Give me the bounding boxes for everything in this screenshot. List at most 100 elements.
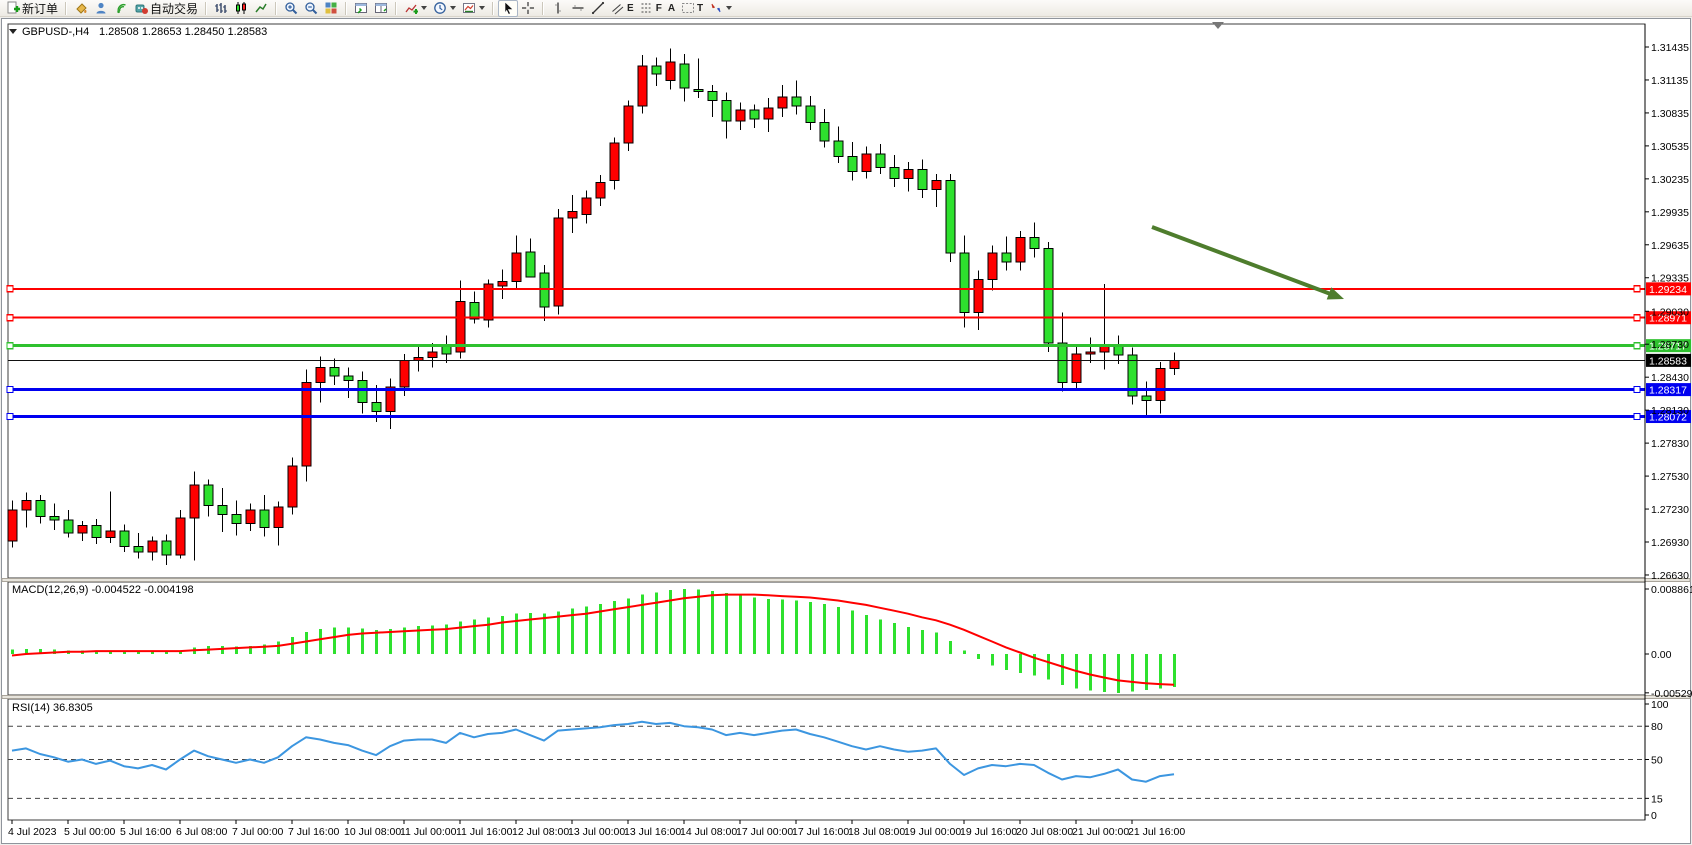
bar-chart-button[interactable] <box>211 0 231 17</box>
macd-histogram-bar <box>865 615 868 654</box>
line-drag-handle[interactable] <box>6 285 14 293</box>
zoom-out-button[interactable] <box>301 0 321 17</box>
toolbar-separator <box>345 1 348 15</box>
bucket-icon <box>76 3 87 14</box>
time-axis-label: 7 Jul 16:00 <box>288 826 340 838</box>
auto-arrange-button[interactable] <box>371 0 391 17</box>
horizontal-line-button[interactable] <box>568 0 588 17</box>
toolbar-separator <box>275 1 278 15</box>
macd-histogram-bar <box>851 610 854 654</box>
macd-histogram-bar <box>263 644 266 654</box>
macd-histogram-bar <box>1047 654 1050 680</box>
zoom-out-icon <box>305 2 318 15</box>
candle-down <box>833 140 844 157</box>
macd-histogram-bar <box>683 589 686 654</box>
macd-histogram-bar <box>473 619 476 654</box>
symbol-dropdown-icon[interactable] <box>9 29 17 34</box>
line-drag-handle[interactable] <box>1633 386 1641 394</box>
vertical-line-button[interactable] <box>548 0 568 17</box>
templates-button[interactable] <box>459 0 488 17</box>
time-axis-label: 4 Jul 2023 <box>8 826 57 838</box>
macd-histogram-bar <box>1117 654 1120 693</box>
chart-title-ohlc: 1.28508 1.28653 1.28450 1.28583 <box>99 26 267 38</box>
rsi-axis-tick: 0 <box>1651 810 1657 822</box>
fibo-icon <box>641 3 651 13</box>
profile-button[interactable] <box>91 0 111 17</box>
price-axis-tick: 1.27230 <box>1651 504 1689 516</box>
candlestick-series <box>7 48 1180 566</box>
price-axis-tick: 1.31435 <box>1651 42 1689 54</box>
price-axis[interactable]: 1.29234 1.28971 1.28717 1.28583 1.28317 1.280… <box>1644 24 1692 822</box>
horizontal-line-objects[interactable] <box>6 285 1645 421</box>
candle-up <box>903 169 914 179</box>
price-line-label-text: 1.28971 <box>1649 313 1687 325</box>
trend-arrow-annotation[interactable] <box>1151 225 1344 300</box>
cursor-icon <box>504 1 514 15</box>
line-drag-handle[interactable] <box>1633 412 1641 421</box>
macd-indicator-pane-content <box>11 589 1176 693</box>
price-axis-tick: 1.29030 <box>1651 306 1689 318</box>
text-button[interactable]: A <box>665 0 678 17</box>
candle-down <box>791 96 802 107</box>
time-axis-label: 17 Jul 16:00 <box>792 826 849 838</box>
text-label-button[interactable]: T <box>678 0 706 17</box>
line-drag-handle[interactable] <box>6 342 14 350</box>
signals-button[interactable] <box>111 0 131 17</box>
candle-down <box>875 153 886 168</box>
indicators-button[interactable] <box>401 0 430 17</box>
crosshair-button[interactable] <box>518 0 538 17</box>
price-axis-tick: 1.28730 <box>1651 339 1689 351</box>
price-line-label <box>1646 311 1691 325</box>
fibonacci-button[interactable]: F <box>637 0 665 17</box>
arrow-head <box>1326 287 1344 300</box>
line-drag-handle[interactable] <box>1633 314 1641 322</box>
equidistant-channel-button[interactable]: E <box>608 0 637 17</box>
macd-histogram-bar <box>977 654 980 660</box>
candle-down <box>371 401 382 412</box>
macd-axis-tick: 0.008861 <box>1651 584 1692 596</box>
trendline-button[interactable] <box>588 0 608 17</box>
new-order-button-label: 新订单 <box>22 1 59 16</box>
cursor-button[interactable] <box>498 0 519 17</box>
arrange-windows-button[interactable] <box>351 0 371 17</box>
candle-down <box>679 63 690 89</box>
candle-down <box>119 530 130 547</box>
time-axis-label: 10 Jul 08:00 <box>344 826 401 838</box>
line-drag-handle[interactable] <box>6 386 14 394</box>
macd-histogram-bar <box>767 598 770 654</box>
macd-histogram-bar <box>599 604 602 654</box>
price-line-label-text: 1.28072 <box>1649 412 1687 424</box>
chart-shift-marker[interactable] <box>1212 22 1224 29</box>
new-order-button[interactable]: 新订单 <box>3 0 61 17</box>
autotrading-button[interactable]: 自动交易 <box>131 0 201 17</box>
styles-button[interactable] <box>71 0 91 17</box>
line-drag-handle[interactable] <box>6 314 14 322</box>
periods-button[interactable] <box>430 0 459 17</box>
candle-up <box>553 217 564 307</box>
candle-up <box>1015 237 1026 263</box>
candle-chart-button[interactable] <box>231 0 251 17</box>
candle-up <box>385 386 396 412</box>
time-axis-label: 13 Jul 00:00 <box>568 826 625 838</box>
macd-histogram-bar <box>95 651 98 654</box>
candle-up <box>315 366 326 384</box>
vline-icon <box>555 2 562 14</box>
crosshair-icon <box>522 2 535 14</box>
label-icon <box>682 3 695 13</box>
line-drag-handle[interactable] <box>1633 342 1641 350</box>
macd-histogram-bar <box>1159 654 1162 689</box>
tile-windows-button[interactable] <box>321 0 341 17</box>
line-drag-handle[interactable] <box>6 412 14 421</box>
arrow-shaft[interactable] <box>1151 225 1337 298</box>
arrows-button[interactable] <box>706 0 735 17</box>
macd-histogram-bar <box>1005 654 1008 671</box>
time-axis[interactable]: 4 Jul 2023 5 Jul 00:00 5 Jul 16:00 6 Jul 08… <box>8 820 1185 838</box>
line-drag-handle[interactable] <box>1633 285 1641 293</box>
chart-title-symbol: GBPUSD-,H4 <box>22 26 89 38</box>
candle-up <box>609 142 620 182</box>
macd-histogram-bar <box>781 599 784 654</box>
line-chart-button[interactable] <box>251 0 271 17</box>
zoom-in-button[interactable] <box>281 0 301 17</box>
macd-histogram-bar <box>893 623 896 654</box>
